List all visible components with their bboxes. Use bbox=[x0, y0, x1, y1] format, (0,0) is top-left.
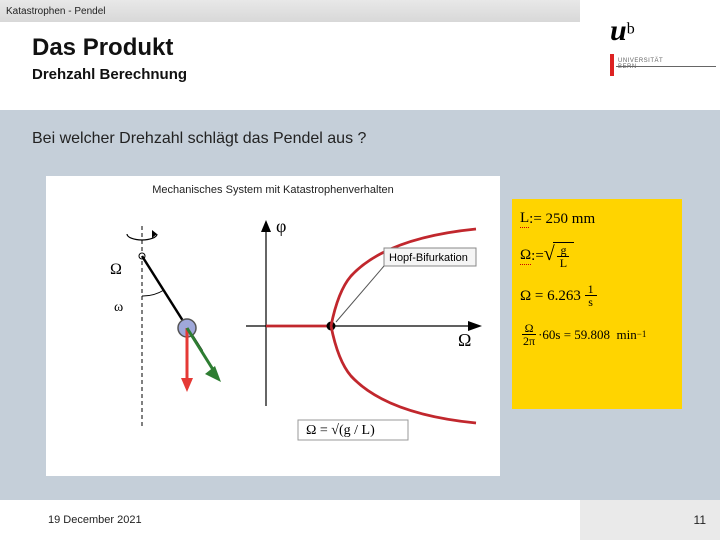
page-title: Das Produkt bbox=[32, 34, 580, 62]
logo-uni-line2: BERN bbox=[618, 64, 663, 70]
calc-omega-def: Ω := √ gL bbox=[520, 242, 674, 269]
breadcrumb-bar: Katastrophen - Pendel bbox=[0, 0, 580, 22]
diagram-title: Mechanisches System mit Katastrophenverh… bbox=[46, 184, 500, 196]
content-area: Bei welcher Drehzahl schlägt das Pendel … bbox=[0, 110, 720, 500]
svg-text:Ω: Ω bbox=[458, 330, 471, 350]
breadcrumb: Katastrophen - Pendel bbox=[6, 6, 106, 17]
calc-length: L := 250 mm bbox=[520, 209, 674, 228]
bifurcation-figure: Hopf-Bifurkation φ Ω Ω = √(g / L) bbox=[236, 216, 486, 446]
header: Das Produkt Drehzahl Berechnung bbox=[0, 22, 580, 110]
calc-rpm: Ω2π ·60s = 59.808 min−1 bbox=[520, 322, 674, 347]
question-text: Bei welcher Drehzahl schlägt das Pendel … bbox=[32, 130, 366, 148]
logo-b: b bbox=[627, 21, 635, 38]
svg-text:ω: ω bbox=[114, 300, 123, 315]
calculation-panel: L := 250 mm Ω := √ gL Ω = 6.263 1s Ω2π ·… bbox=[512, 199, 682, 409]
footer: 19 December 2021 11 bbox=[0, 500, 720, 540]
svg-text:φ: φ bbox=[276, 216, 286, 236]
logo-red-bar bbox=[610, 54, 614, 76]
bifurcation-label: Hopf-Bifurkation bbox=[389, 252, 468, 264]
logo-u: u bbox=[610, 14, 627, 47]
page-subtitle: Drehzahl Berechnung bbox=[32, 66, 580, 83]
svg-text:Ω: Ω bbox=[110, 261, 122, 278]
calc-omega-val: Ω = 6.263 1s bbox=[520, 283, 674, 308]
footer-date: 19 December 2021 bbox=[48, 514, 142, 526]
pendulum-figure: Ω ω bbox=[72, 216, 222, 446]
diagram-panel: Mechanisches System mit Katastrophenverh… bbox=[46, 176, 500, 476]
page-number: 11 bbox=[694, 513, 706, 527]
university-logo: ub UNIVERSITÄT BERN bbox=[580, 0, 720, 110]
svg-text:Ω = √(g / L): Ω = √(g / L) bbox=[306, 423, 375, 438]
